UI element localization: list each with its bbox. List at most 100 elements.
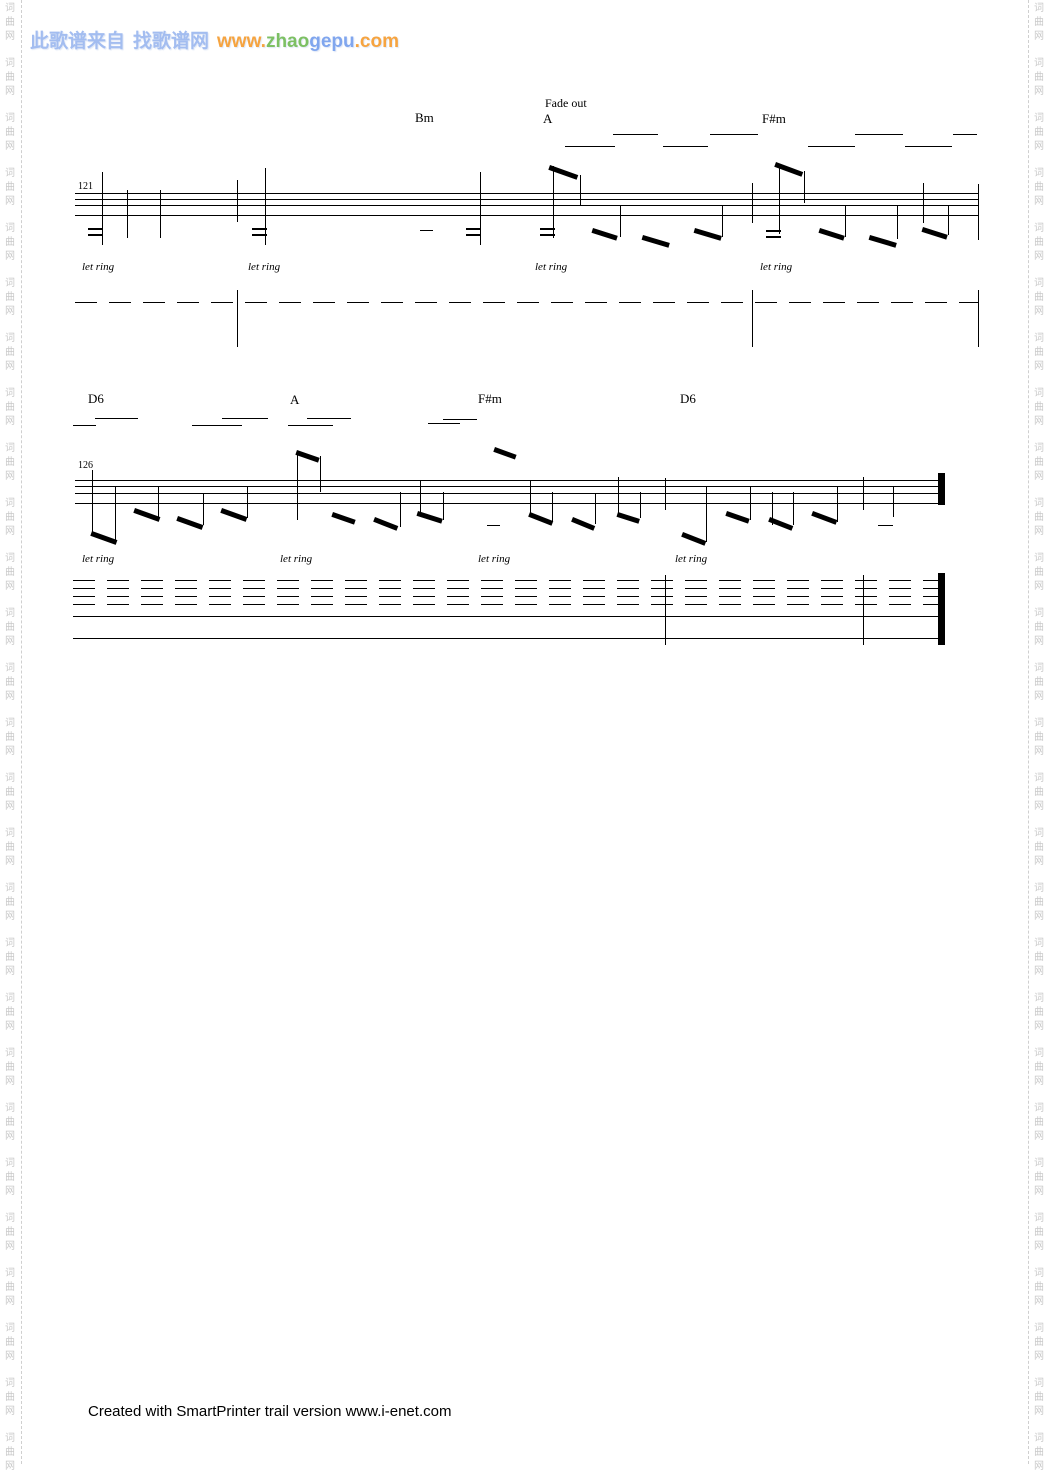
watermark-char: 曲 (5, 1117, 15, 1128)
tab-string-line (73, 596, 945, 597)
tab-string-line (73, 604, 945, 605)
watermark-char: 曲 (1034, 457, 1044, 468)
watermark-char: 词 (1034, 1158, 1044, 1169)
note-beam (681, 532, 706, 546)
note-stem (203, 494, 204, 525)
staff-line (75, 193, 978, 194)
watermark-char: 曲 (5, 622, 15, 633)
note-stem (863, 477, 864, 510)
chord-label: Bm (415, 110, 434, 125)
watermark-char: 词 (5, 1378, 15, 1389)
ledger-line (192, 425, 242, 426)
watermark-char: 网 (1034, 856, 1044, 867)
watermark-char: 曲 (1034, 237, 1044, 248)
tab-string-line (73, 588, 945, 589)
watermark-char: 词 (5, 828, 15, 839)
ledger-line (663, 146, 708, 147)
let-ring-text: let ring (248, 261, 281, 273)
watermark-char: 网 (1034, 1351, 1044, 1362)
watermark-char: 词 (5, 58, 15, 69)
tab-barline (665, 575, 666, 645)
ledger-line (443, 419, 477, 420)
watermark-char: 网 (5, 1241, 15, 1252)
note-beam (811, 511, 837, 525)
watermark-char: 网 (1034, 691, 1044, 702)
watermark-char: 词 (5, 168, 15, 179)
watermark-char: 词 (5, 333, 15, 344)
watermark-char: 网 (5, 196, 15, 207)
watermark-char: 曲 (5, 1447, 15, 1458)
printer-footer-text: Created with SmartPrinter trail version … (88, 1403, 452, 1420)
watermark-char: 网 (5, 86, 15, 97)
ledger-line (73, 425, 96, 426)
note-beam (571, 517, 595, 531)
watermark-char: 网 (1034, 416, 1044, 427)
watermark-char: 曲 (1034, 182, 1044, 193)
note-stem (640, 492, 641, 518)
site-header-banner: 此歌谱来自 找歌谱网 www.zhaogepu.com (30, 26, 399, 53)
watermark-char: 曲 (5, 182, 15, 193)
watermark-char: 网 (5, 1021, 15, 1032)
note-stem (580, 175, 581, 205)
watermark-char: 词 (5, 1103, 15, 1114)
watermark-char: 曲 (1034, 1392, 1044, 1403)
let-ring-text: let ring (760, 261, 793, 273)
note-stem (897, 205, 898, 239)
watermark-char: 词 (1034, 553, 1044, 564)
site-url-link[interactable]: www.zhaogepu.com (217, 31, 399, 53)
watermark-char: 词 (1034, 773, 1044, 784)
double-tick-mark (766, 230, 781, 232)
watermark-char: 词 (5, 608, 15, 619)
rest-dash (878, 525, 893, 526)
watermark-char: 网 (1034, 1131, 1044, 1142)
double-tick-mark (540, 234, 555, 236)
watermark-char: 网 (1034, 1021, 1044, 1032)
note-stem (237, 180, 238, 222)
watermark-char: 曲 (5, 1007, 15, 1018)
let-ring-text: let ring (82, 261, 115, 273)
watermark-char: 词 (1034, 1323, 1044, 1334)
watermark-char: 网 (1034, 31, 1044, 42)
watermark-char: 网 (1034, 746, 1044, 757)
note-stem (265, 168, 266, 245)
watermark-char: 网 (5, 691, 15, 702)
watermark-char: 网 (1034, 361, 1044, 372)
watermark-char: 曲 (1034, 1447, 1044, 1458)
watermark-char: 曲 (5, 567, 15, 578)
watermark-char: 词 (5, 443, 15, 454)
watermark-char: 词 (1034, 938, 1044, 949)
double-tick-mark (252, 228, 267, 230)
ledger-line (565, 146, 615, 147)
ledger-line (222, 418, 268, 419)
watermark-char: 曲 (1034, 952, 1044, 963)
note-stem (115, 487, 116, 540)
url-part-gepu: gepu (309, 31, 355, 52)
watermark-char: 网 (1034, 636, 1044, 647)
watermark-char: 曲 (5, 127, 15, 138)
tab-string-line (73, 580, 945, 581)
watermark-char: 曲 (1034, 347, 1044, 358)
watermark-char: 网 (5, 1406, 15, 1417)
watermark-char: 网 (1034, 1461, 1044, 1472)
note-stem (420, 480, 421, 513)
tab-barline (752, 290, 753, 347)
staff-line (75, 493, 945, 494)
tab-barline (863, 575, 864, 645)
watermark-char: 网 (1034, 526, 1044, 537)
chord-label: F#m (478, 391, 502, 406)
note-beam (616, 512, 640, 524)
watermark-char: 词 (1034, 828, 1044, 839)
note-stem (804, 171, 805, 203)
watermark-char: 曲 (5, 1337, 15, 1348)
note-stem (400, 492, 401, 527)
chord-label: D6 (88, 391, 104, 406)
staff-line (75, 215, 978, 216)
watermark-char: 曲 (5, 1172, 15, 1183)
watermark-char: 曲 (5, 787, 15, 798)
watermark-char: 曲 (5, 72, 15, 83)
watermark-char: 曲 (5, 842, 15, 853)
note-beam (921, 227, 948, 240)
watermark-char: 词 (5, 388, 15, 399)
watermark-char: 词 (1034, 718, 1044, 729)
